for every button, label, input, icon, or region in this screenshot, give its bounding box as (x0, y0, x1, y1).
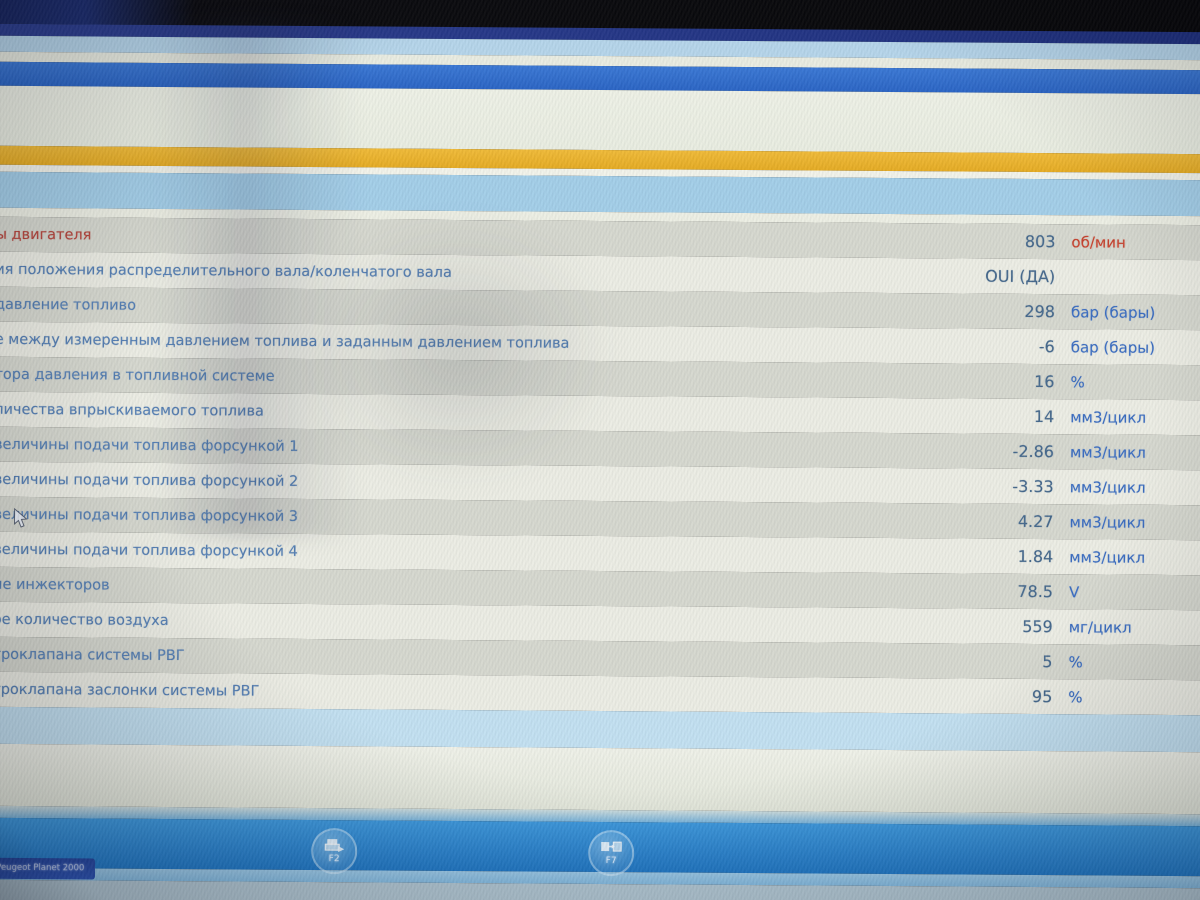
parameter-value: -6 (1038, 337, 1055, 357)
parameter-label: личества впрыскиваемого топлива (0, 401, 264, 420)
parameter-label: троклапана заслонки системы РВГ (0, 681, 260, 700)
parameter-label: ое количество воздуха (0, 611, 169, 629)
parameter-label: давление топливо (0, 296, 137, 314)
fkey-label: F7 (605, 856, 617, 867)
parameter-label: величины подачи топлива форсункой 2 (0, 471, 299, 490)
parameter-value: 95 (1031, 687, 1053, 707)
mouse-cursor (13, 507, 28, 528)
parameter-unit: бар (бары) (1070, 337, 1156, 357)
parameter-table: ы двигателя 803 об/мин ия положения расп… (0, 216, 1200, 716)
parameter-value: 4.27 (1017, 511, 1054, 532)
parameter-label: ия положения распределительного вала/кол… (0, 261, 452, 281)
parameter-unit: % (1068, 687, 1083, 706)
dual-display-icon (601, 841, 622, 852)
parameter-unit: бар (бары) (1070, 302, 1156, 322)
parameter-label: е между измеренным давлением топлива и з… (0, 331, 570, 352)
parameter-unit: V (1068, 582, 1080, 601)
parameter-value: 1.84 (1017, 546, 1054, 567)
parameter-unit: % (1070, 372, 1085, 391)
parameter-label: ы двигателя (0, 226, 92, 243)
parameter-unit: мм3/цикл (1069, 477, 1146, 497)
parameter-unit: мм3/цикл (1070, 407, 1147, 427)
parameter-value: OUI (ДА) (985, 266, 1056, 287)
parameter-value: 14 (1033, 407, 1055, 427)
printer-icon (324, 839, 345, 853)
parameter-unit: об/мин (1071, 232, 1126, 252)
parameter-value: 78.5 (1017, 581, 1054, 602)
fkey-label: F2 (328, 854, 340, 865)
parameter-value: 803 (1024, 231, 1056, 252)
parameter-unit (1071, 277, 1196, 278)
parameter-label: величины подачи топлива форсункой 4 (0, 541, 298, 560)
parameter-label: ие инжекторов (0, 576, 110, 594)
parameter-unit: мм3/цикл (1069, 547, 1146, 567)
parameter-unit: мм3/цикл (1069, 442, 1146, 462)
parameter-label: троклапана системы РВГ (0, 646, 185, 664)
transfer-function-button[interactable]: F7 (588, 829, 635, 877)
parameter-unit: мг/цикл (1068, 617, 1132, 637)
parameter-unit: мм3/цикл (1069, 512, 1146, 532)
parameter-unit: % (1068, 652, 1083, 671)
parameter-label: величины подачи топлива форсункой 3 (0, 506, 299, 525)
parameter-value: -2.86 (1012, 441, 1055, 462)
footer-pale-band (0, 743, 1200, 815)
parameter-value: 298 (1024, 301, 1056, 322)
parameter-label: тора давления в топливной системе (0, 366, 275, 385)
parameter-value: 5 (1042, 652, 1053, 672)
taskbar-window-button[interactable]: Peugeot Planet 2000 (0, 857, 96, 880)
header-title-band (0, 85, 1200, 155)
print-function-button[interactable]: F2 (311, 827, 358, 875)
parameter-value: 16 (1034, 372, 1055, 392)
parameter-value: 559 (1022, 616, 1053, 637)
parameter-value: -3.33 (1012, 476, 1054, 497)
parameter-label: величины подачи топлива форсункой 1 (0, 436, 299, 455)
